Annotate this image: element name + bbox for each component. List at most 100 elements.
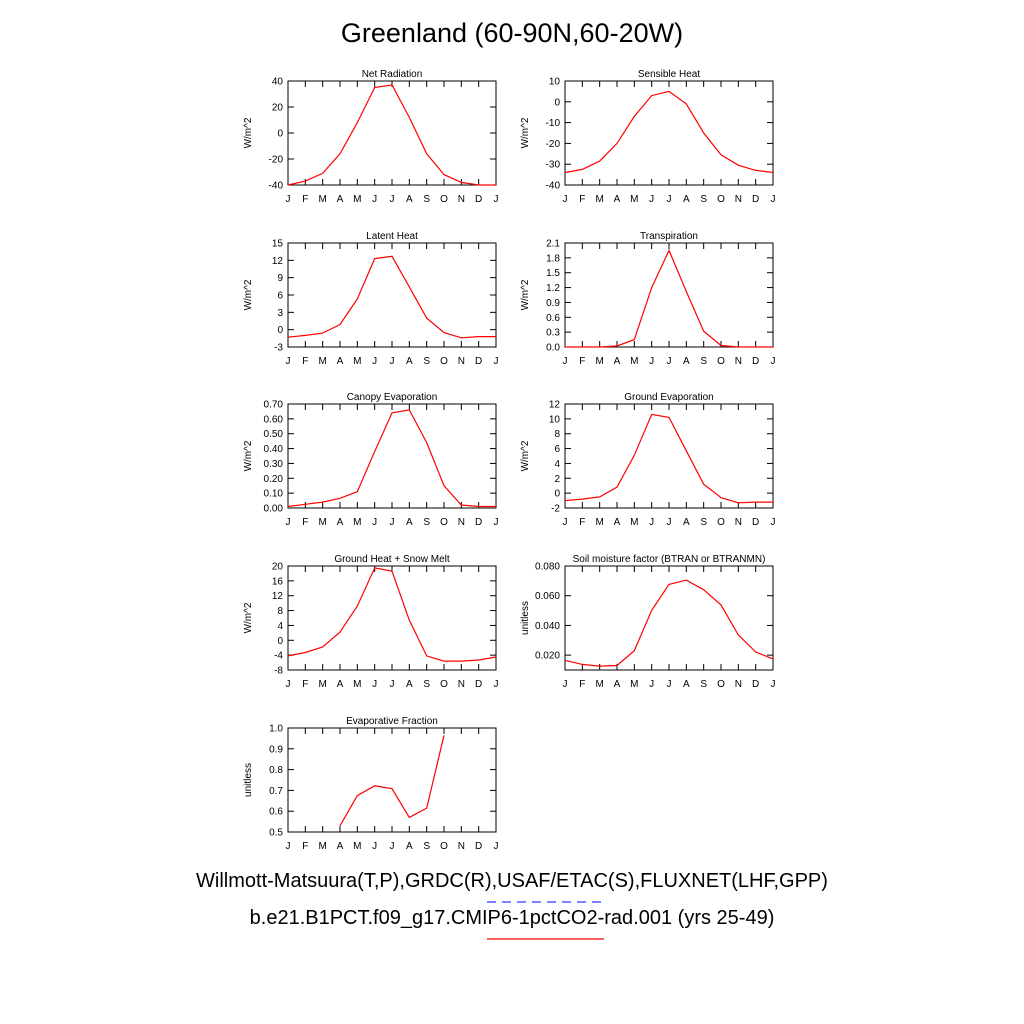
legend-model-label: b.e21.B1PCT.f09_g17.CMIP6-1pctCO2-rad.00… <box>249 907 775 929</box>
plot-frame <box>287 403 497 509</box>
y-tick-label: 1.2 <box>546 283 560 294</box>
series-line-model <box>564 413 773 504</box>
y-axis-label: unitless <box>520 601 531 635</box>
x-tick-label: F <box>579 194 585 205</box>
plot-frame <box>564 242 774 348</box>
y-tick-label: -20 <box>269 155 284 166</box>
y-tick-label: 20 <box>272 103 284 114</box>
x-tick-label: J <box>372 517 377 528</box>
x-tick-label: O <box>440 517 448 528</box>
x-tick-label: J <box>667 679 672 690</box>
x-tick-label: M <box>353 356 361 367</box>
x-tick-label: N <box>735 679 742 690</box>
x-tick-label: M <box>630 356 638 367</box>
y-tick-label: -4 <box>274 651 283 662</box>
x-tick-label: D <box>475 194 482 205</box>
x-tick-label: J <box>390 517 395 528</box>
y-tick-label: 0 <box>554 97 560 108</box>
x-tick-label: M <box>353 841 361 852</box>
y-tick-label: 0.70 <box>264 400 284 411</box>
x-tick-label: J <box>649 517 654 528</box>
series-line-model <box>287 409 496 508</box>
plot-frame <box>287 565 497 671</box>
x-tick-label: J <box>494 517 499 528</box>
x-tick-label: A <box>683 679 690 690</box>
y-tick-label: 0.5 <box>269 828 283 839</box>
x-tick-label: N <box>735 194 742 205</box>
x-tick-label: M <box>353 194 361 205</box>
x-tick-label: A <box>683 194 690 205</box>
x-tick-label: F <box>579 679 585 690</box>
x-tick-label: N <box>735 517 742 528</box>
y-tick-label: 0 <box>277 636 283 647</box>
x-tick-label: N <box>458 679 465 690</box>
x-tick-label: F <box>579 517 585 528</box>
y-axis-label: W/m^2 <box>243 440 254 471</box>
chart-panel-9: Evaporative Fraction unitless 1.0 0.9 0.8 0.7… <box>243 716 499 852</box>
x-tick-label: A <box>337 517 344 528</box>
y-tick-label: 0.3 <box>546 328 560 339</box>
y-axis-label: W/m^2 <box>243 279 254 310</box>
y-tick-label: -2 <box>551 504 560 515</box>
chart-panel-5: Canopy Evaporation W/m^2 0.70 0.60 0.50 0.40 0… <box>243 392 499 528</box>
series-line-model <box>564 90 774 174</box>
x-tick-label: J <box>390 679 395 690</box>
y-axis-label: W/m^2 <box>520 279 531 310</box>
y-tick-label: 0.9 <box>269 744 283 755</box>
x-tick-label: D <box>752 517 759 528</box>
x-tick-label: S <box>423 517 430 528</box>
y-tick-label: 0.20 <box>264 474 284 485</box>
x-tick-label: F <box>302 356 308 367</box>
plot-frame <box>287 727 497 833</box>
x-tick-label: J <box>649 194 654 205</box>
y-tick-label: 0.060 <box>535 591 560 602</box>
y-tick-label: 10 <box>549 414 561 425</box>
x-tick-label: M <box>353 517 361 528</box>
y-tick-label: 1.0 <box>269 724 283 735</box>
y-tick-label: 0.6 <box>269 807 283 818</box>
y-tick-label: 0 <box>277 325 283 336</box>
x-tick-label: J <box>563 517 568 528</box>
y-tick-label: 1.5 <box>546 268 560 279</box>
x-tick-label: M <box>318 517 326 528</box>
x-tick-label: D <box>475 679 482 690</box>
y-tick-label: 12 <box>549 400 561 411</box>
x-tick-label: A <box>614 679 621 690</box>
x-tick-label: J <box>286 356 291 367</box>
series-line-model <box>339 735 445 827</box>
x-tick-label: M <box>318 356 326 367</box>
y-tick-label: 2 <box>554 474 560 485</box>
plot-frame <box>564 403 774 509</box>
x-tick-label: O <box>717 679 725 690</box>
x-tick-label: A <box>406 194 413 205</box>
y-tick-label: 0.9 <box>546 298 560 309</box>
legend-observations: Willmott-Matsuura(T,P),GRDC(R),USAF/ETAC… <box>0 870 1024 893</box>
panel-title: Ground Heat + Snow Melt <box>334 554 450 565</box>
x-tick-label: S <box>423 679 430 690</box>
x-tick-label: S <box>423 194 430 205</box>
y-tick-label: 0 <box>554 489 560 500</box>
x-tick-label: M <box>353 679 361 690</box>
page-title: Greenland (60-90N,60-20W) <box>340 18 684 48</box>
y-tick-label: 9 <box>277 273 283 284</box>
x-tick-label: A <box>337 194 344 205</box>
x-tick-label: D <box>475 356 482 367</box>
y-tick-label: 12 <box>272 256 284 267</box>
y-tick-label: 0.60 <box>264 414 284 425</box>
y-tick-label: 0.020 <box>535 651 560 662</box>
x-tick-label: A <box>614 517 621 528</box>
y-tick-label: 15 <box>272 239 284 250</box>
x-tick-label: S <box>700 194 707 205</box>
y-tick-label: 4 <box>277 621 283 632</box>
x-tick-label: J <box>372 841 377 852</box>
x-tick-label: M <box>630 194 638 205</box>
x-tick-label: O <box>440 841 448 852</box>
x-tick-label: A <box>683 517 690 528</box>
x-tick-label: M <box>318 194 326 205</box>
x-tick-label: D <box>475 517 482 528</box>
x-tick-label: J <box>563 679 568 690</box>
y-tick-label: 20 <box>272 562 284 573</box>
y-tick-label: 0.7 <box>269 786 283 797</box>
x-tick-label: F <box>302 517 308 528</box>
